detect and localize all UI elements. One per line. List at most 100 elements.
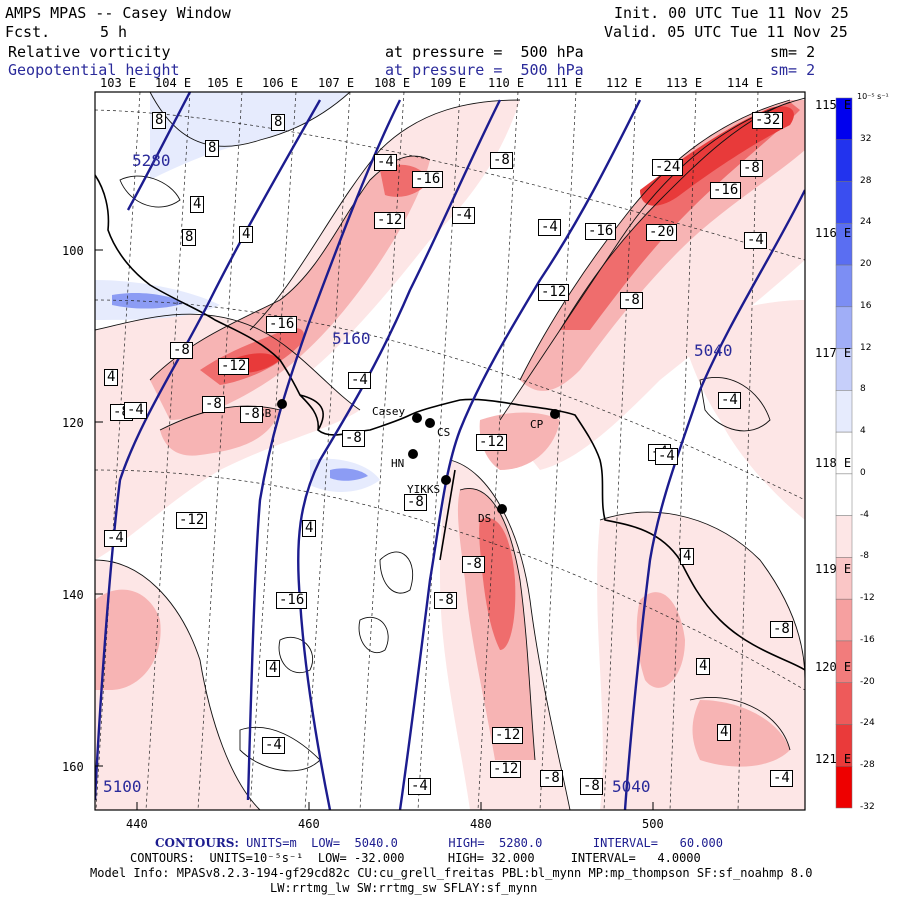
- vorticity-contour-label: -16: [585, 223, 617, 240]
- vorticity-field: [636, 592, 685, 688]
- vorticity-contour-label: -8: [580, 778, 603, 795]
- vorticity-contour-label: 4: [104, 369, 119, 386]
- vorticity-contours: [95, 92, 805, 810]
- lon-label-right: 117 E: [815, 346, 852, 360]
- vorticity-contour-label: -8: [404, 494, 427, 511]
- vorticity-contour-label: -4: [374, 154, 397, 171]
- station-label: Casey: [372, 405, 406, 418]
- footer-interval: INTERVAL= 60.000: [592, 836, 723, 850]
- lon-label: 103 E: [100, 76, 137, 90]
- y-tick-label: 140: [62, 588, 84, 602]
- colorbar-tick-label: -24: [860, 718, 875, 729]
- lon-label: 108 E: [374, 76, 411, 90]
- vorticity-contour-label: -16: [266, 316, 298, 333]
- vorticity-contour-label: -8: [240, 406, 263, 423]
- vorticity-contour-label: -4: [452, 207, 475, 224]
- footer-units: UNITS=m LOW= 5040.0: [246, 836, 398, 850]
- vorticity-contour-label: -4: [655, 448, 678, 465]
- station-yikks: [441, 475, 451, 485]
- colorbar-tick-label: -28: [860, 760, 875, 771]
- station-label: DS: [478, 512, 492, 525]
- vorticity-field: [560, 102, 800, 330]
- lon-label: 111 E: [546, 76, 583, 90]
- colorbar-tick-label: 28: [860, 175, 872, 186]
- lon-label-right: 119 E: [815, 562, 852, 576]
- lon-label-right: 121 E: [815, 752, 852, 766]
- vorticity-contour-label: -4: [348, 372, 371, 389]
- vorticity-contour-label: 8: [205, 140, 220, 157]
- vorticity-contour-label: -12: [218, 358, 250, 375]
- station-label: YIKKS: [407, 483, 441, 496]
- lon-label: 113 E: [666, 76, 703, 90]
- coastline: [95, 174, 805, 671]
- colorbar-swatch: [835, 765, 853, 809]
- plot-frame: [94, 91, 806, 811]
- lon-label: 106 E: [262, 76, 299, 90]
- height-contours: [95, 92, 805, 810]
- vorticity-field: [680, 300, 805, 520]
- vorticity-contour-label: -4: [124, 402, 147, 419]
- vorticity-contour-label: 4: [266, 660, 281, 677]
- vorticity-contour-label: -12: [176, 512, 208, 529]
- vorticity-field: [640, 106, 794, 206]
- x-tick-label: 460: [298, 817, 320, 831]
- vorticity-contour-label: -24: [652, 159, 684, 176]
- vorticity-contour-label: 4: [680, 548, 695, 565]
- vorticity-contour-label: 8: [271, 114, 286, 131]
- lon-label: 105 E: [207, 76, 244, 90]
- vorticity-field: [692, 700, 790, 767]
- footer-vorticity-contours: CONTOURS: UNITS=10⁻⁵s⁻¹ LOW= -32.000 HIG…: [130, 851, 701, 865]
- height-label: 5040: [694, 341, 733, 360]
- lon-label-right: 120 E: [815, 660, 852, 674]
- vorticity-contour-label: 4: [302, 520, 317, 537]
- lon-label-right: 116 E: [815, 226, 852, 240]
- lon-label-right: 115 E: [815, 98, 852, 112]
- vorticity-contour-label: -32: [752, 112, 784, 129]
- vorticity-contour-label: -4: [262, 737, 285, 754]
- lon-label: 104 E: [155, 76, 192, 90]
- colorbar-tick-label: 4: [860, 426, 866, 437]
- station-hn: [408, 449, 418, 459]
- station-cp: [550, 409, 560, 419]
- colorbar-swatch: [835, 139, 853, 182]
- vorticity-contour-label: -8: [740, 160, 763, 177]
- station-label: HN: [391, 457, 405, 470]
- vorticity-field: [479, 412, 560, 470]
- colorbar-swatch: [835, 390, 853, 433]
- axis-ticks: [95, 249, 654, 810]
- vorticity-contour-label: -8: [620, 292, 643, 309]
- vorticity-contour-label: -12: [476, 434, 508, 451]
- vorticity-field: [150, 156, 430, 420]
- vorticity-contour-label: -12: [538, 284, 570, 301]
- vorticity-field: [112, 292, 185, 309]
- graticule: [95, 92, 805, 810]
- vorticity-contour-label: -4: [104, 530, 127, 547]
- x-tick-label: 480: [470, 817, 492, 831]
- y-tick-label: 160: [62, 760, 84, 774]
- vorticity-contour-label: -8: [490, 152, 513, 169]
- vorticity-contour-label: -8: [342, 430, 365, 447]
- colorbar-swatch: [835, 264, 853, 308]
- field2-smoothing: sm= 2: [770, 61, 816, 79]
- station-ds: [497, 504, 507, 514]
- station-cs: [425, 418, 435, 428]
- footer-model-info-2: LW:rrtmg_lw SW:rrtmg_sw SFLAY:sf_mynn: [270, 881, 538, 895]
- station-markers: [277, 399, 560, 514]
- colorbar-swatch: [835, 682, 853, 725]
- x-tick-label: 500: [642, 817, 664, 831]
- height-5100-contour: [296, 99, 502, 810]
- vorticity-contour-label: -8: [770, 621, 793, 638]
- field2-name: Geopotential height: [8, 61, 180, 79]
- forecast-hours: 5 h: [100, 23, 128, 41]
- station-label: CS: [437, 426, 451, 439]
- vorticity-contour-label: 4: [190, 196, 205, 213]
- colorbar-tick-label: 0: [860, 467, 866, 478]
- lon-label: 107 E: [318, 76, 355, 90]
- x-tick-label: 440: [126, 817, 148, 831]
- vorticity-field: [330, 468, 368, 481]
- vorticity-contour-label: -8: [434, 592, 457, 609]
- vorticity-contour-label: 4: [696, 658, 711, 675]
- height-5280-contour: [126, 92, 192, 211]
- colorbar-swatch: [835, 598, 853, 642]
- footer-label: CONTOURS:: [155, 836, 239, 850]
